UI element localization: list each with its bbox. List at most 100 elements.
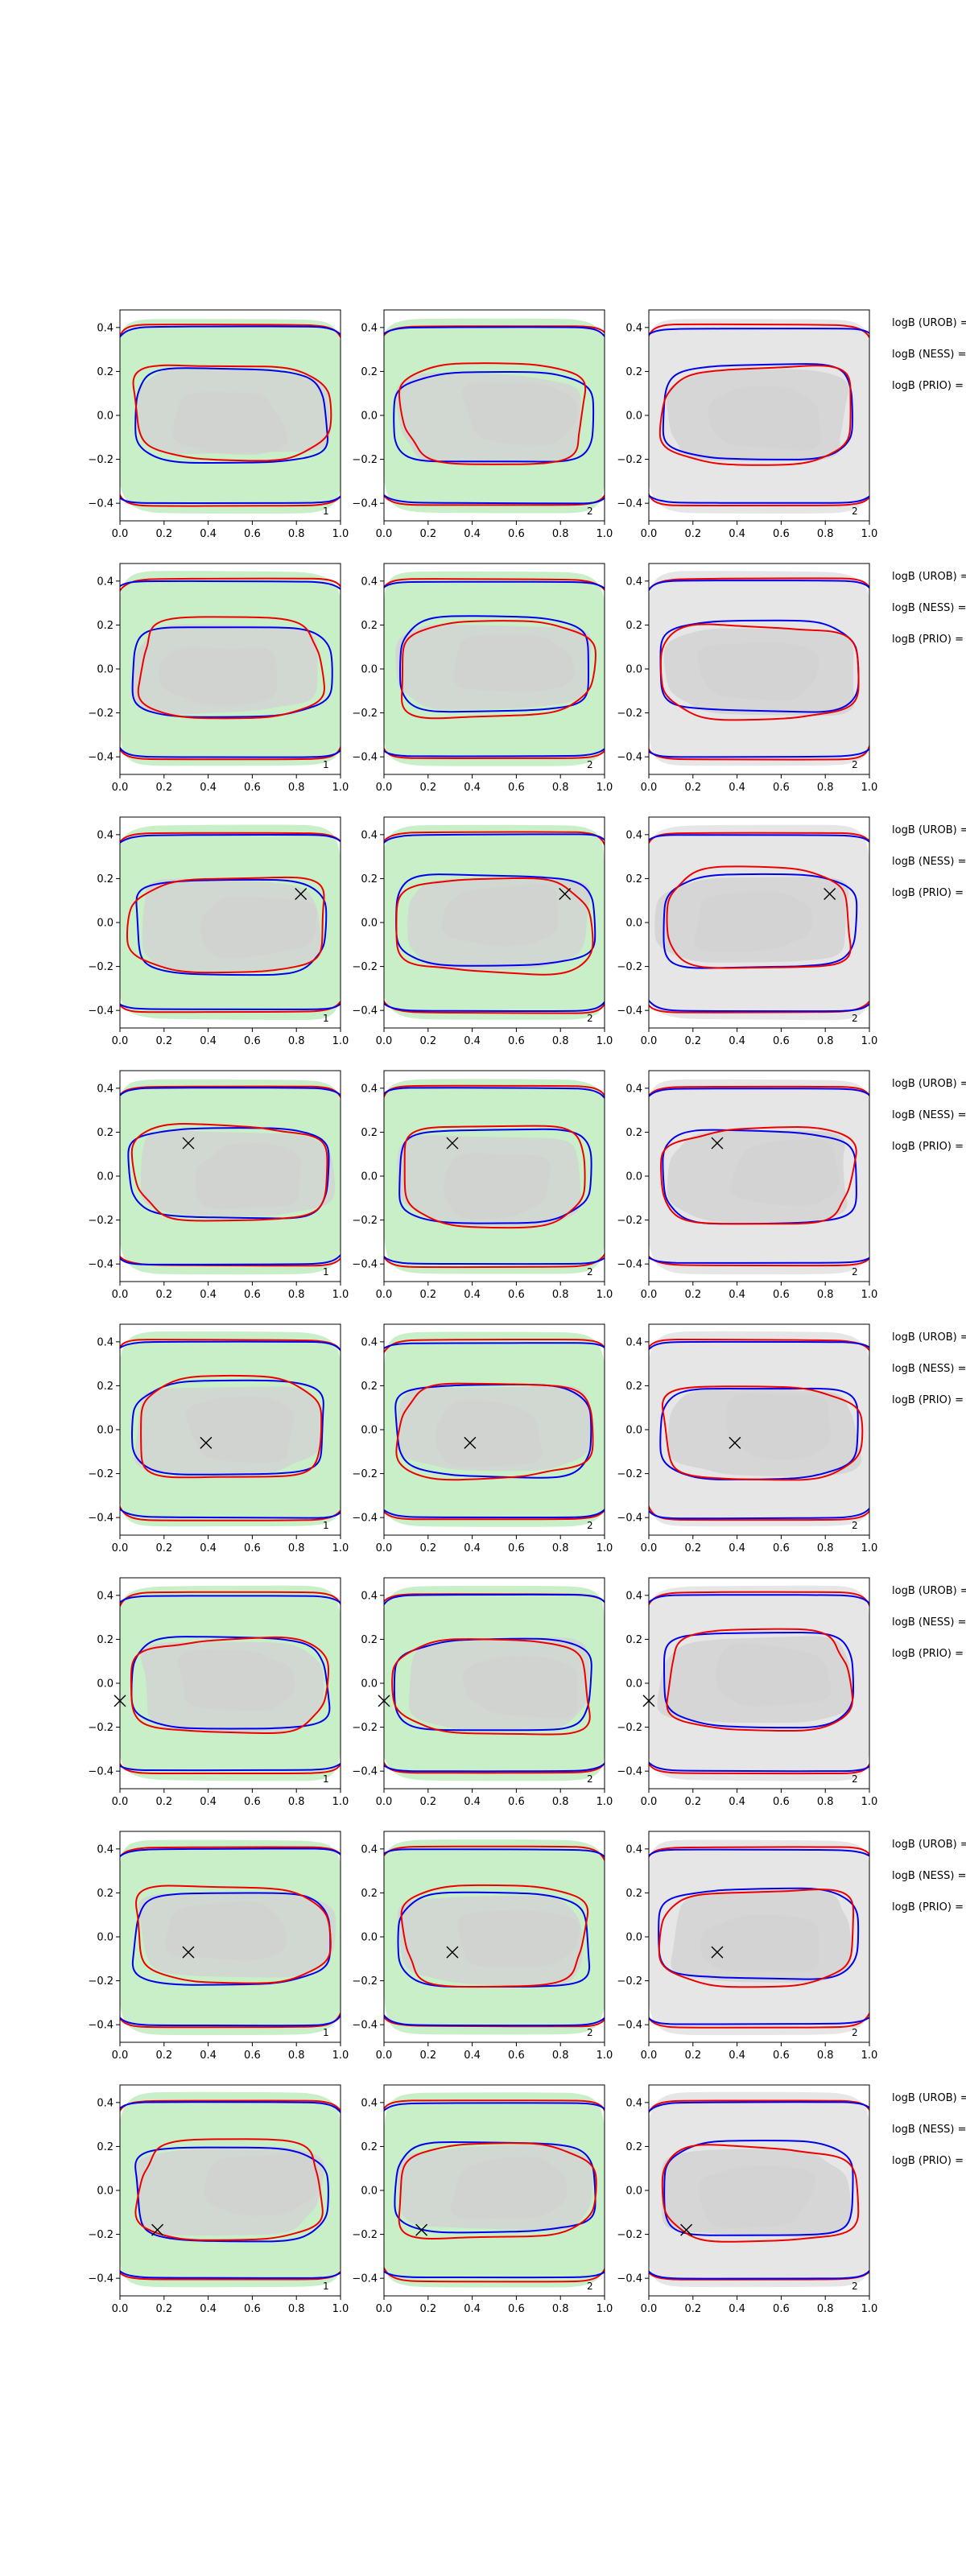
x-tick-label: 0.8 <box>288 1796 305 1808</box>
y-tick-label: 0.4 <box>97 829 114 841</box>
red-inner-contour <box>130 1122 328 1222</box>
y-tick-label: 0.2 <box>361 366 378 378</box>
corner-label: 2 <box>587 2027 593 2038</box>
blue-outer-contour <box>649 1088 869 1264</box>
x-tick-label: 0.8 <box>817 2050 834 2062</box>
y-tick-label: 0.0 <box>625 1932 642 1944</box>
subplot-r7-c2: 2 0.0 0.2 0.4 0.6 0.8 1.0 −0.4 −0.2 0.0 0.2 0.4 <box>352 1831 613 2062</box>
red-inner-contour <box>395 1382 594 1481</box>
x-tick-label: 0.6 <box>508 2303 525 2315</box>
blue-inner-contour <box>398 615 590 713</box>
blue-inner-contour <box>130 1636 331 1730</box>
subplot-r8-c1: 1 0.0 0.2 0.4 0.6 0.8 1.0 −0.4 −0.2 0.0 0.2 0.4 <box>88 2084 349 2315</box>
subplot-r8-c2: 2 0.0 0.2 0.4 0.6 0.8 1.0 −0.4 −0.2 0.0 0.2 0.4 <box>352 2084 613 2315</box>
inner-region <box>708 386 821 451</box>
x-tick-label: 0.4 <box>200 782 217 794</box>
y-tick-label: 0.2 <box>361 1127 378 1139</box>
x-tick-label: 0.8 <box>288 782 305 794</box>
inner-region <box>204 2152 318 2216</box>
red-inner-contour <box>126 876 325 974</box>
y-tick-label: −0.4 <box>88 1259 114 1271</box>
x-marker <box>151 2223 164 2236</box>
subplot-r6-c2: 2 0.0 0.2 0.4 0.6 0.8 1.0 −0.4 −0.2 0.0 0.2 0.4 <box>352 1577 613 1808</box>
x-tick-label: 0.8 <box>817 782 834 794</box>
x-tick-label: 1.0 <box>597 2050 613 2062</box>
blue-outer-contour <box>649 2101 869 2280</box>
red-outer-contour <box>649 1085 869 1267</box>
x-tick-label: 0.4 <box>729 1289 745 1301</box>
x-tick-label: 1.0 <box>332 1796 349 1808</box>
x-tick-label: 0.8 <box>552 782 569 794</box>
y-tick-label: −0.4 <box>352 2273 378 2285</box>
y-tick-label: 0.2 <box>361 1888 378 1900</box>
x-tick-label: 0.0 <box>112 1542 129 1554</box>
x-tick-label: 0.4 <box>200 1542 217 1554</box>
red-inner-contour <box>391 1638 591 1736</box>
corner-label: 1 <box>323 2281 329 2292</box>
x-tick-label: 0.4 <box>200 1289 217 1301</box>
x-tick-label: 0.6 <box>773 2050 790 2062</box>
x-tick-label: 0.8 <box>288 2050 305 2062</box>
subplot-r6-c1: 1 0.0 0.2 0.4 0.6 0.8 1.0 −0.4 −0.2 0.0 0.2 0.4 <box>88 1577 349 1808</box>
x-tick-label: 0.2 <box>419 1289 436 1301</box>
y-tick-label: 0.2 <box>361 2141 378 2153</box>
corner-label: 1 <box>323 1520 329 1531</box>
x-tick-label: 0.0 <box>376 1542 393 1554</box>
x-tick-label: 1.0 <box>861 2050 878 2062</box>
row-label: logB (PRIO) = <box>892 1141 964 1153</box>
x-tick-label: 0.6 <box>244 1542 261 1554</box>
blue-inner-contour <box>130 1379 324 1476</box>
y-tick-label: −0.4 <box>617 1259 642 1271</box>
subplot-r7-c1: 1 0.0 0.2 0.4 0.6 0.8 1.0 −0.4 −0.2 0.0 0.2 0.4 <box>88 1831 349 2062</box>
y-tick-label: 0.2 <box>625 620 642 632</box>
y-tick-label: 0.0 <box>97 1425 114 1437</box>
blue-outer-contour <box>649 834 869 1013</box>
y-tick-label: −0.2 <box>352 1215 378 1227</box>
y-tick-label: 0.0 <box>361 664 378 676</box>
blue-outer-contour <box>649 328 869 504</box>
inner-region <box>194 1143 302 1209</box>
x-tick-label: 0.0 <box>376 2050 393 2062</box>
x-tick-label: 0.4 <box>464 1542 481 1554</box>
x-tick-label: 0.0 <box>112 2303 129 2315</box>
x-tick-label: 0.6 <box>244 2303 261 2315</box>
x-tick-label: 0.0 <box>112 2050 129 2062</box>
row-label: logB (PRIO) = <box>892 2155 964 2167</box>
y-tick-label: 0.2 <box>97 2141 114 2153</box>
y-tick-label: 0.2 <box>625 1888 642 1900</box>
blue-outer-contour <box>384 2102 605 2279</box>
y-tick-label: 0.2 <box>97 1127 114 1139</box>
blue-outer-contour <box>120 325 341 505</box>
y-tick-label: 0.0 <box>97 664 114 676</box>
x-tick-label: 0.2 <box>684 782 701 794</box>
x-tick-label: 0.4 <box>464 1289 481 1301</box>
x-tick-label: 0.2 <box>419 1796 436 1808</box>
x-tick-label: 1.0 <box>861 2303 878 2315</box>
subplot-r1-c1: 1 0.0 0.2 0.4 0.6 0.8 1.0 −0.4 −0.2 0.0 0.2 0.4 <box>88 309 349 540</box>
y-tick-label: −0.2 <box>617 2229 642 2241</box>
x-marker <box>446 1137 459 1150</box>
y-tick-label: −0.2 <box>352 1722 378 1734</box>
x-tick-label: 0.2 <box>419 2303 436 2315</box>
subplot-r3-c2: 2 0.0 0.2 0.4 0.6 0.8 1.0 −0.4 −0.2 0.0 0.2 0.4 <box>352 816 613 1047</box>
row-label: logB (PRIO) = <box>892 1394 964 1406</box>
red-inner-contour <box>132 364 332 462</box>
x-tick-label: 0.8 <box>817 1289 834 1301</box>
subplot-r8-c3: 2 0.0 0.2 0.4 0.6 0.8 1.0 −0.4 −0.2 0.0 0.2 0.4 <box>617 2084 878 2315</box>
y-tick-label: −0.4 <box>352 752 378 764</box>
y-tick-label: 0.4 <box>361 2097 378 2109</box>
x-tick-label: 0.6 <box>244 1035 261 1047</box>
y-tick-label: 0.4 <box>361 1590 378 1602</box>
blue-outer-contour <box>649 580 869 758</box>
x-tick-label: 0.0 <box>376 782 393 794</box>
x-tick-label: 0.8 <box>288 1035 305 1047</box>
red-inner-contour <box>403 1125 586 1229</box>
inner-region <box>173 391 288 456</box>
x-tick-label: 1.0 <box>332 528 349 540</box>
corner-label: 2 <box>852 759 858 770</box>
x-tick-label: 1.0 <box>332 1035 349 1047</box>
x-tick-label: 0.0 <box>376 528 393 540</box>
y-tick-label: 0.0 <box>625 2186 642 2198</box>
x-tick-label: 0.6 <box>244 528 261 540</box>
